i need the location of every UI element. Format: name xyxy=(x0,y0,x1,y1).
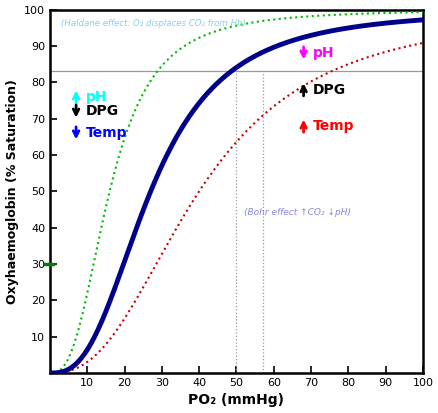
Y-axis label: Oxyhaemoglobin (% Saturation): Oxyhaemoglobin (% Saturation) xyxy=(6,79,18,304)
Text: (Bohr effect ↑CO₂ ↓pH): (Bohr effect ↑CO₂ ↓pH) xyxy=(244,208,350,217)
X-axis label: PO₂ (mmHg): PO₂ (mmHg) xyxy=(188,394,284,408)
Text: DPG: DPG xyxy=(85,104,118,119)
Text: (Haldane effect: O₂ displaces CO₂ from Hb): (Haldane effect: O₂ displaces CO₂ from H… xyxy=(61,19,246,28)
Text: Temp: Temp xyxy=(85,126,127,140)
Text: pH: pH xyxy=(85,90,107,104)
Text: Temp: Temp xyxy=(312,119,353,133)
Text: pH: pH xyxy=(312,46,334,60)
Text: DPG: DPG xyxy=(312,83,345,97)
